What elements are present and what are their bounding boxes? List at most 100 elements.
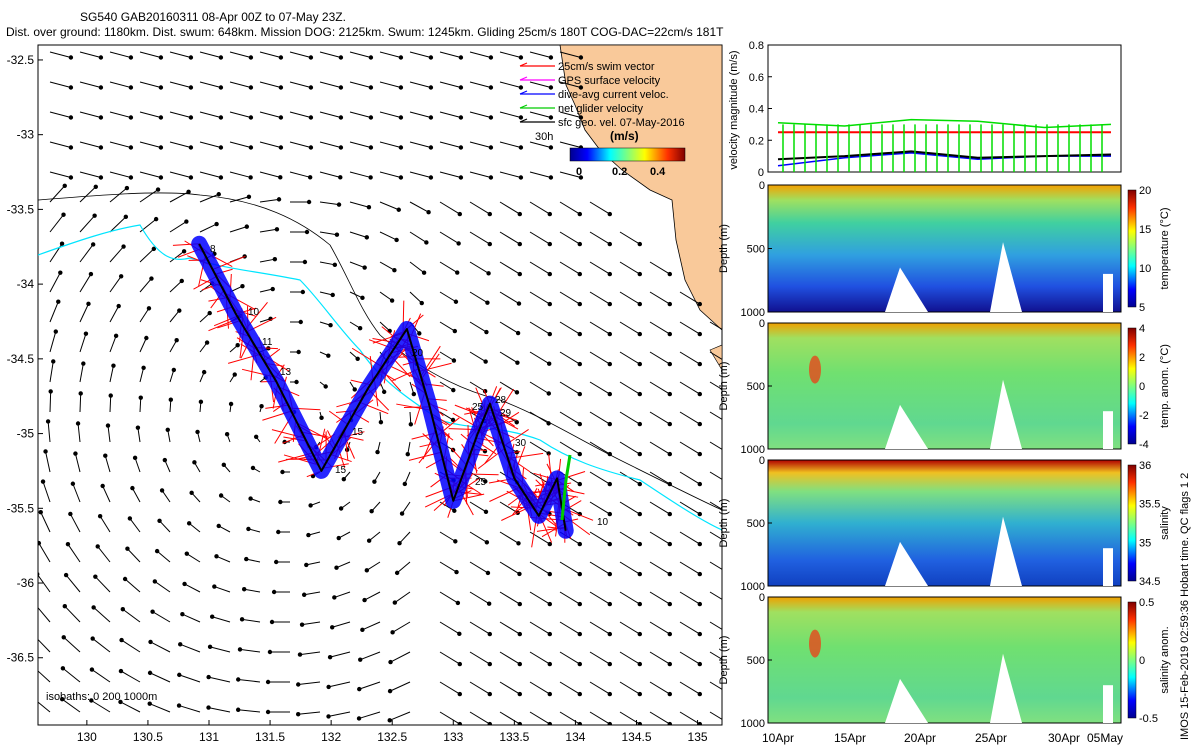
current-arrow <box>49 171 72 178</box>
current-arrowhead <box>125 546 130 551</box>
map-xtick-label: 133 <box>443 730 463 744</box>
current-arrow <box>121 639 141 653</box>
current-arrow <box>107 425 111 443</box>
current-arrowhead <box>276 529 281 535</box>
current-arrowhead <box>368 85 374 90</box>
current-arrow <box>559 51 582 58</box>
current-arrowhead <box>248 115 254 120</box>
current-arrowhead <box>38 572 40 577</box>
current-arrowhead <box>159 488 165 493</box>
current-arrowhead <box>355 356 360 361</box>
current-arrow <box>302 621 321 626</box>
day-label: 20 <box>412 348 424 359</box>
current-arrow <box>229 51 252 58</box>
current-arrowhead <box>328 323 333 328</box>
current-arrowhead <box>53 329 58 334</box>
current-arrow <box>390 651 411 663</box>
current-arrowhead <box>548 115 554 120</box>
current-arrowhead <box>485 300 490 305</box>
current-arrowhead <box>518 115 524 120</box>
current-arrowhead <box>265 709 271 715</box>
current-arrowhead <box>98 115 104 120</box>
current-arrowhead <box>168 397 174 402</box>
current-arrowhead <box>546 451 551 456</box>
current-arrow <box>61 698 81 713</box>
current-arrow <box>79 171 102 178</box>
current-arrowhead <box>180 611 185 617</box>
current-arrowhead <box>244 224 250 229</box>
map-xtick-label: 132 <box>321 730 341 744</box>
current-arrow <box>529 111 552 118</box>
current-arrowhead <box>62 603 68 609</box>
current-arrowhead <box>332 262 338 268</box>
current-arrowhead <box>607 721 612 725</box>
current-arrowhead <box>547 331 552 337</box>
current-arrowhead <box>51 359 56 364</box>
current-arrow <box>679 321 701 335</box>
current-arrow <box>394 591 411 603</box>
current-arrowhead <box>450 417 456 423</box>
current-arrow <box>679 441 701 455</box>
current-arrow <box>529 351 550 365</box>
current-arrow <box>649 531 671 545</box>
current-arrowhead <box>451 387 456 393</box>
legend-label: net glider velocity <box>558 103 643 115</box>
current-arrowhead <box>280 469 285 475</box>
current-arrowhead <box>68 55 74 60</box>
current-arrowhead <box>451 358 457 363</box>
current-arrowhead <box>235 343 240 348</box>
current-arrowhead <box>485 570 491 576</box>
section-gap-3 <box>1103 411 1113 449</box>
current-arrowhead <box>198 399 204 405</box>
current-arrow <box>439 621 460 635</box>
current-arrowhead <box>487 691 492 697</box>
current-arrowhead <box>68 145 74 150</box>
current-arrowhead <box>113 333 119 339</box>
current-arrowhead <box>153 216 159 222</box>
current-arrowhead <box>308 55 314 60</box>
current-arrow <box>649 621 671 635</box>
current-arrow <box>79 363 84 383</box>
current-arrow <box>229 111 252 118</box>
current-arrow <box>649 411 671 425</box>
velocity-ylabel: velocity magnitude (m/s) <box>728 50 740 169</box>
current-arrowhead <box>121 244 126 249</box>
current-arrowhead <box>188 115 194 120</box>
current-arrowhead <box>33 634 37 638</box>
time-tick-label: 30Apr <box>1048 731 1080 745</box>
current-arrowhead <box>483 359 488 364</box>
current-arrow <box>469 561 489 574</box>
current-arrowhead <box>667 541 672 547</box>
current-arrowhead <box>38 540 42 546</box>
current-arrow <box>589 261 611 275</box>
current-arrowhead <box>368 145 374 150</box>
day-label: 13 <box>280 367 292 378</box>
section-field <box>767 596 1122 724</box>
current-arrowhead <box>278 145 284 150</box>
current-arrowhead <box>728 692 732 696</box>
current-arrowhead <box>577 691 582 697</box>
current-arrowhead <box>336 202 342 207</box>
current-arrowhead <box>697 661 702 667</box>
current-arrowhead <box>488 145 494 150</box>
current-arrow <box>63 636 81 653</box>
current-arrowhead <box>174 338 179 343</box>
current-arrowhead <box>308 115 314 120</box>
current-arrow <box>469 651 491 665</box>
current-arrowhead <box>116 303 121 309</box>
current-arrow <box>589 411 611 425</box>
current-arrow <box>679 471 701 485</box>
current-arrowhead <box>547 241 552 247</box>
current-arrow <box>208 676 231 683</box>
current-arrow <box>216 555 231 563</box>
current-arrow <box>649 291 671 305</box>
section-panel-1: 0 500 1000 Depth (m) 5 10 15 20 temperature (°C) <box>718 180 1171 319</box>
current-arrow <box>709 411 722 420</box>
current-arrowhead <box>334 232 340 237</box>
current-arrow <box>259 198 280 203</box>
current-arrowhead <box>176 703 182 708</box>
current-arrowhead <box>108 393 113 398</box>
current-arrow <box>97 546 111 563</box>
current-arrow <box>439 81 462 88</box>
